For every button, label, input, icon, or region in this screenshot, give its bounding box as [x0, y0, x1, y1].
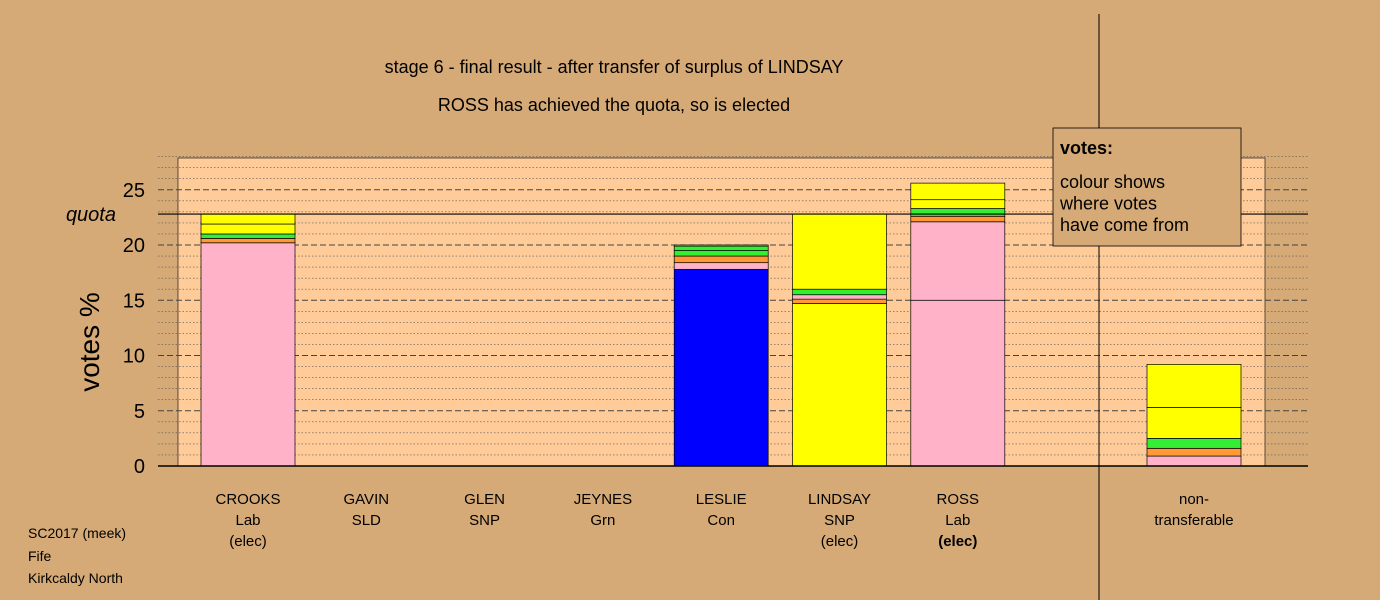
bar-segment-lindsay [792, 288, 887, 296]
legend-box [1052, 127, 1242, 247]
legend-text: where votes [1059, 194, 1157, 214]
legend-text: colour shows [1060, 172, 1165, 192]
candidate-party: SNP [469, 512, 500, 529]
candidate-name: CROOKS [215, 491, 280, 508]
candidate-party: SLD [352, 512, 381, 529]
ward-label: Kirkcaldy North [28, 570, 123, 586]
chart-subtitle: ROSS has achieved the quota, so is elect… [438, 95, 790, 115]
bar-segment-leslie [673, 268, 769, 467]
council-label: Fife [28, 548, 52, 564]
bar-segment-crooks [200, 233, 296, 239]
candidate-status: (elec) [938, 533, 977, 550]
quota-label: quota [66, 204, 116, 226]
y-tick-label: 0 [134, 456, 145, 478]
candidate-party: Grn [590, 512, 615, 529]
bar-segment-nontransferable [1146, 363, 1242, 408]
nontransferable-label: non- [1179, 491, 1209, 508]
candidate-name: LESLIE [696, 491, 747, 508]
bar-segment-leslie [673, 244, 769, 247]
candidate-status: (elec) [229, 533, 267, 550]
nontransferable-label: transferable [1154, 512, 1233, 529]
y-tick-label: 20 [123, 235, 145, 257]
candidate-name: JEYNES [574, 491, 632, 508]
election-label: SC2017 (meek) [28, 525, 127, 541]
bar-segment-leslie [673, 245, 769, 251]
candidate-party: Lab [235, 512, 260, 529]
bar-segment-nontransferable [1146, 455, 1242, 467]
y-tick-label: 5 [134, 401, 145, 423]
bar-segment-nontransferable [1146, 447, 1242, 457]
y-tick-label: 25 [123, 180, 145, 202]
candidate-name: ROSS [937, 491, 980, 508]
candidate-status: (elec) [821, 533, 859, 550]
bar-segment-crooks [200, 223, 296, 235]
legend-title: votes: [1060, 138, 1113, 158]
bar-segment-crooks [200, 238, 296, 244]
bar-segment-ross [910, 299, 1006, 467]
bar-segment-lindsay [792, 298, 887, 304]
candidate-name: LINDSAY [808, 491, 871, 508]
bar-segment-lindsay [792, 294, 887, 300]
legend-text: have come from [1060, 215, 1189, 235]
candidate-name: GLEN [464, 491, 505, 508]
bar-segment-leslie [673, 250, 769, 257]
bar-segment-ross [910, 182, 1006, 201]
bar-segment-leslie [673, 255, 769, 264]
chart-title: stage 6 - final result - after transfer … [385, 57, 844, 77]
bar-segment-nontransferable [1146, 438, 1242, 449]
candidate-name: GAVIN [344, 491, 390, 508]
bar-segment-leslie [673, 262, 769, 270]
bar-segment-nontransferable [1146, 407, 1242, 439]
bar-segment-crooks [200, 242, 296, 467]
bar-segment-ross [910, 199, 1006, 209]
bar-segment-crooks [200, 213, 296, 225]
bar-segment-ross [910, 221, 1006, 301]
y-tick-label: 15 [123, 290, 145, 312]
candidate-party: SNP [824, 512, 855, 529]
bar-segment-ross [910, 215, 1006, 223]
candidate-party: Lab [945, 512, 970, 529]
y-tick-label: 10 [123, 346, 145, 368]
candidate-party: Con [707, 512, 735, 529]
bar-segment-lindsay [792, 213, 887, 290]
y-axis-label: votes % [74, 292, 105, 392]
bar-segment-ross [910, 208, 1006, 217]
bar-segment-lindsay [792, 303, 887, 467]
